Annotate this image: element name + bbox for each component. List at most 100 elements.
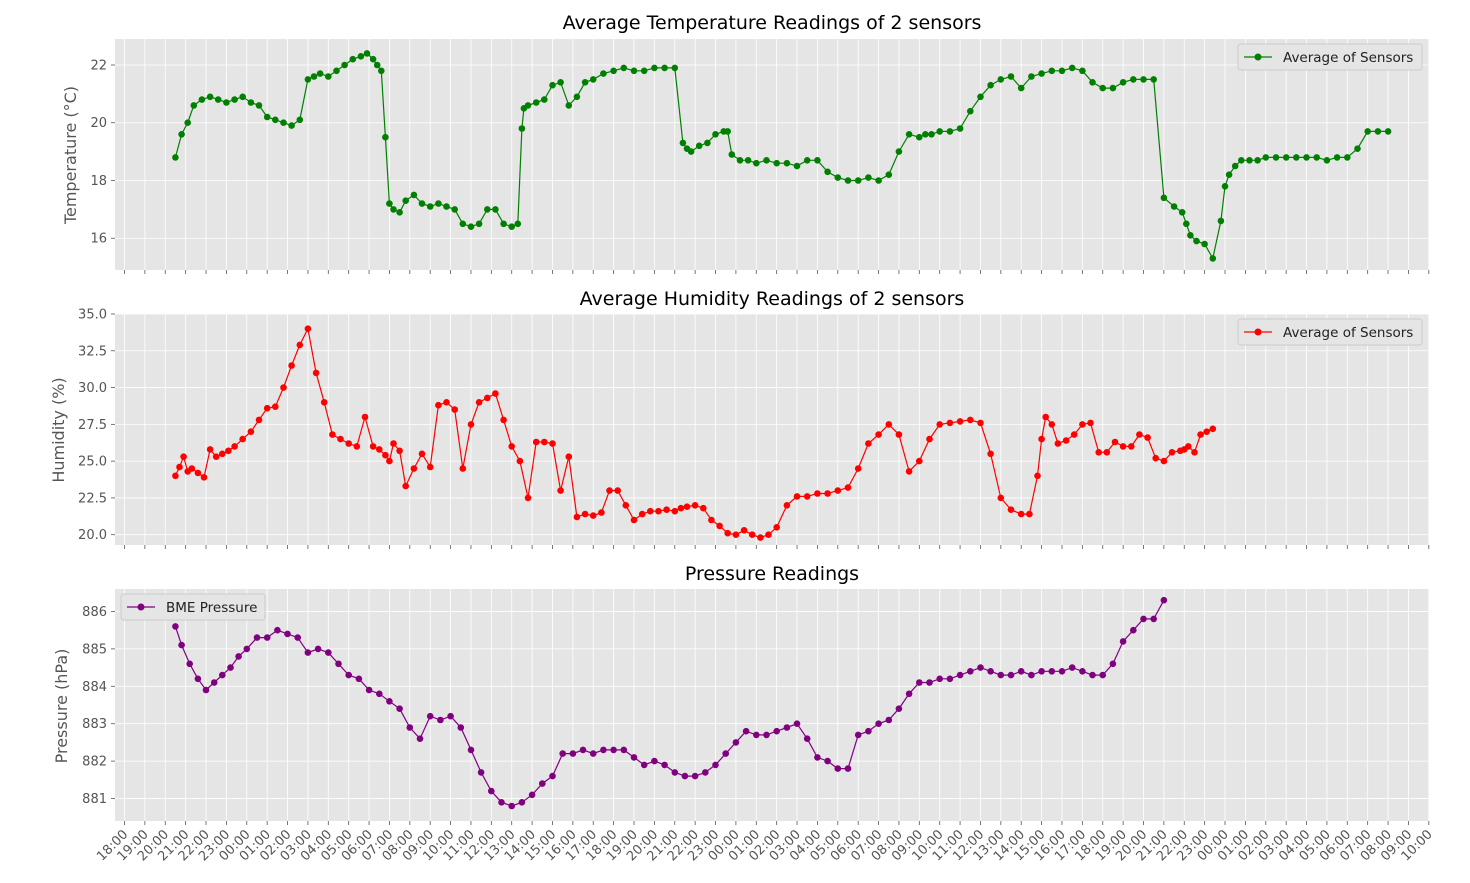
pressure-data-point: [702, 769, 709, 776]
temperature-data-point: [936, 128, 943, 135]
temperature-data-point: [1384, 128, 1392, 135]
temperature-data-point: [557, 79, 564, 86]
temperature-data-point: [198, 96, 206, 103]
humidity-data-point: [773, 524, 780, 531]
pressure-data-point: [406, 724, 414, 731]
humidity-data-point: [396, 447, 403, 455]
temperature-data-point: [640, 67, 648, 75]
temperature-data-point: [724, 128, 731, 135]
pressure-data-point: [386, 698, 393, 705]
pressure-data-point: [210, 679, 218, 686]
humidity-data-point: [1054, 440, 1062, 447]
temperature-data-point: [1231, 162, 1239, 170]
humidity-data-point: [508, 443, 515, 450]
temperature-data-point: [206, 93, 214, 101]
temperature-data-point: [1303, 154, 1310, 161]
pressure-data-point: [274, 626, 281, 634]
pressure-data-point: [1038, 668, 1045, 675]
pressure-data-point: [977, 664, 984, 671]
pressure-data-point: [304, 649, 312, 656]
temperature-data-point: [1028, 73, 1035, 80]
humidity-data-point: [936, 421, 943, 428]
humidity-data-point: [402, 482, 410, 490]
temperature-data-point: [1007, 73, 1015, 80]
humidity-data-point: [885, 421, 893, 428]
pressure-y-tick-label: 886: [82, 605, 107, 620]
temperature-data-point: [382, 133, 389, 141]
humidity-data-point: [304, 325, 312, 333]
pressure-data-point: [946, 675, 954, 683]
temperature-data-point: [532, 99, 540, 106]
humidity-data-point: [824, 490, 831, 497]
humidity-data-point: [765, 531, 772, 538]
humidity-data-point: [895, 431, 903, 438]
pressure-data-point: [916, 679, 923, 686]
temperature-data-point: [1254, 157, 1261, 164]
temperature-data-point: [443, 203, 450, 210]
humidity-data-point: [630, 516, 638, 524]
humidity-data-point: [382, 451, 389, 459]
pressure-data-point: [1017, 668, 1025, 675]
pressure-data-point: [875, 720, 882, 727]
temperature-data-point: [1374, 128, 1382, 135]
humidity-data-point: [708, 516, 715, 524]
pressure-data-point: [1007, 671, 1015, 679]
humidity-data-point: [200, 474, 208, 481]
temperature-data-point: [396, 209, 403, 216]
pressure-data-point: [1160, 596, 1168, 604]
pressure-data-point: [803, 735, 811, 742]
humidity-data-point: [296, 341, 304, 349]
humidity-data-point: [803, 493, 811, 500]
temperature-data-point: [190, 102, 198, 109]
pressure-panel: 881 882 883 884 885 886 18:0019:0020:0021:002…: [52, 563, 1436, 864]
humidity-data-point: [748, 531, 756, 538]
temperature-data-point: [341, 61, 348, 69]
temperature-data-point: [508, 223, 515, 230]
temperature-data-point: [1193, 237, 1200, 245]
temperature-data-point: [1058, 67, 1066, 75]
pressure-y-tick-label: 882: [82, 755, 107, 770]
temperature-chart-title: Average Temperature Readings of 2 sensor…: [563, 12, 982, 34]
humidity-data-point: [663, 506, 670, 513]
humidity-data-point: [541, 438, 548, 446]
pressure-data-point: [640, 761, 648, 769]
pressure-data-point: [569, 750, 577, 757]
humidity-y-tick-label: 27.5: [78, 418, 107, 433]
pressure-data-point: [396, 705, 403, 712]
temperature-data-point: [1272, 154, 1280, 161]
temperature-data-point: [885, 171, 893, 178]
temperature-data-point: [865, 174, 872, 181]
temperature-data-point: [753, 159, 760, 167]
temperature-data-point: [956, 125, 964, 132]
temperature-y-tick-label: 22: [90, 58, 107, 73]
humidity-data-point: [1048, 421, 1056, 428]
humidity-data-point: [677, 504, 685, 512]
pressure-data-point: [600, 746, 607, 754]
temperature-legend: Average of Sensors: [1237, 43, 1423, 71]
temperature-data-point: [671, 64, 679, 72]
temperature-data-point: [1238, 157, 1245, 164]
pressure-data-point: [834, 765, 842, 772]
humidity-data-point: [732, 531, 740, 538]
pressure-data-point: [1099, 671, 1106, 679]
pressure-data-point: [1150, 615, 1157, 623]
temperature-data-point: [783, 159, 791, 167]
pressure-data-point: [426, 712, 434, 720]
pressure-data-point: [742, 727, 750, 735]
pressure-legend: BME Pressure: [120, 593, 266, 621]
temperature-data-point: [824, 168, 831, 176]
humidity-data-point: [716, 522, 723, 530]
humidity-data-point: [1152, 454, 1159, 462]
humidity-data-point: [353, 443, 361, 450]
temperature-plot-area: [115, 39, 1429, 270]
pressure-data-point: [661, 761, 668, 769]
pressure-data-point: [712, 761, 719, 769]
temperature-data-point: [651, 64, 658, 72]
pressure-series: [172, 596, 1168, 810]
temperature-y-tick-label: 16: [90, 232, 107, 247]
humidity-data-point: [854, 465, 862, 472]
temperature-data-point: [1344, 154, 1351, 161]
humidity-data-point: [671, 507, 679, 515]
pressure-data-point: [243, 645, 251, 653]
humidity-data-point: [946, 419, 954, 427]
